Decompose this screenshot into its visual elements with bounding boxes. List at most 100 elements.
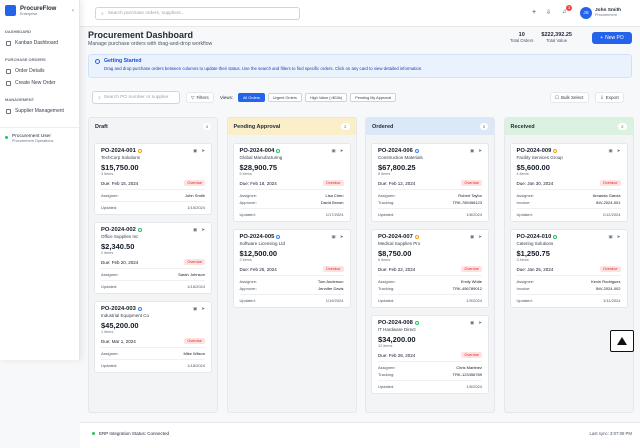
po-card[interactable]: PO-2024-001▣➤TechCorp Solutions$15,750.0… <box>94 143 212 215</box>
action-icon[interactable]: ➤ <box>478 148 482 154</box>
updated-label: Updated: <box>101 284 117 289</box>
export-button[interactable]: ⇩Export <box>595 92 624 103</box>
notification-badge: 3 <box>566 5 572 11</box>
detail-value: Kevin Rodriguez <box>591 279 620 284</box>
supplier: Construction Materials <box>378 155 482 160</box>
card-actions: ▣➤ <box>470 148 482 154</box>
column-title: Received <box>511 124 535 130</box>
brand-sub: Enterprise <box>20 12 56 16</box>
po-card[interactable]: PO-2024-002▣➤Office Supplies Inc$2,340.5… <box>94 222 212 294</box>
views: All OrdersUrgent OrdersHigh Value (>$10k… <box>238 93 396 102</box>
po-card[interactable]: PO-2024-005▣➤Software Licensing Ltd$12,5… <box>233 229 351 308</box>
view-chip[interactable]: All Orders <box>238 93 265 102</box>
floating-badge[interactable] <box>610 330 634 352</box>
global-search[interactable]: ⌕Search purchase orders, suppliers... <box>95 7 300 20</box>
action-icon[interactable]: ➤ <box>340 148 344 154</box>
action-icon[interactable]: ➤ <box>201 148 205 154</box>
po-card[interactable]: PO-2024-007▣➤Medical Supplies Pro$8,750.… <box>371 229 489 308</box>
updated-label: Updated: <box>517 212 533 217</box>
item-count: 3 items <box>101 172 205 176</box>
due-date: Due: Jan 30, 2024 <box>517 181 554 186</box>
po-card[interactable]: PO-2024-010▣➤Catering Solutions$1,250.75… <box>510 229 628 308</box>
due-row: Due: Jan 30, 2024Overdue <box>517 180 621 186</box>
action-icon[interactable]: ➤ <box>201 306 205 312</box>
nav-item[interactable]: Supplier Management <box>0 105 79 117</box>
nav-label: Kanban Dashboard <box>15 40 58 46</box>
nav-item[interactable]: Kanban Dashboard <box>0 37 79 49</box>
action-icon[interactable]: ➤ <box>201 227 205 233</box>
avatar[interactable]: JS <box>580 7 592 19</box>
action-icon[interactable]: ➤ <box>478 320 482 326</box>
nav-item[interactable]: Order Details <box>0 65 79 77</box>
nav-label: Order Details <box>15 68 44 74</box>
po-card[interactable]: PO-2024-004▣➤Global Manufacturing$28,900… <box>233 143 351 222</box>
brand-name: ProcureFlow <box>20 6 56 12</box>
supplier: Software Licensing Ltd <box>240 241 344 246</box>
detail-value: INV-2024-001 <box>596 200 621 205</box>
action-icon[interactable]: ▣ <box>470 320 474 326</box>
action-icon[interactable]: ▣ <box>193 148 197 154</box>
card-header: PO-2024-002▣➤ <box>101 227 205 233</box>
detail-label: Tracking: <box>378 200 394 205</box>
divider <box>378 208 482 209</box>
nav-item[interactable]: Create New Order <box>0 77 79 89</box>
detail-value: TRK-123456789 <box>453 372 482 377</box>
view-chip[interactable]: High Value (>$10k) <box>305 93 347 102</box>
download-icon[interactable]: ⇩ <box>546 9 551 16</box>
new-po-button[interactable]: +New PO <box>592 32 632 44</box>
action-icon[interactable]: ➤ <box>617 148 621 154</box>
divider <box>240 294 344 295</box>
item-count: 5 items <box>240 172 344 176</box>
po-search[interactable]: ⌕Search PO number or supplier <box>92 91 180 104</box>
action-icon[interactable]: ➤ <box>340 234 344 240</box>
action-icon[interactable]: ▣ <box>331 234 335 240</box>
detail-value: David Brown <box>321 200 344 205</box>
view-chip[interactable]: Pending My Approval <box>350 93 396 102</box>
po-card[interactable]: PO-2024-003▣➤Industrial Equipment Co$45,… <box>94 301 212 373</box>
action-icon[interactable]: ➤ <box>478 234 482 240</box>
filters-label: Filters <box>196 95 208 100</box>
topbar: ⌕Search purchase orders, suppliers... + … <box>80 0 640 27</box>
status-badge: Overdue <box>461 352 482 358</box>
po-card[interactable]: PO-2024-006▣➤Construction Materials$67,8… <box>371 143 489 222</box>
action-icon[interactable]: ▣ <box>193 306 197 312</box>
divider <box>101 347 205 348</box>
due-date: Due: Feb 22, 2024 <box>378 267 415 272</box>
po-card[interactable]: PO-2024-008▣➤IT Hardware Direct$34,200.0… <box>371 315 489 394</box>
due-row: Due: Feb 12, 2024Overdue <box>378 180 482 186</box>
priority-icon <box>415 321 419 325</box>
action-icon[interactable]: ▣ <box>608 148 612 154</box>
action-icon[interactable]: ▣ <box>193 227 197 233</box>
action-icon[interactable]: ➤ <box>617 234 621 240</box>
bulk-select-button[interactable]: ☐Bulk Select <box>550 92 589 103</box>
stat: $222,392.25Total Value <box>541 32 572 43</box>
po-id: PO-2024-009 <box>517 148 552 154</box>
action-icon[interactable]: ▣ <box>331 148 335 154</box>
card-header: PO-2024-007▣➤ <box>378 234 482 240</box>
add-icon[interactable]: + <box>532 9 536 16</box>
new-po-label: New PO <box>605 35 624 41</box>
action-icon[interactable]: ▣ <box>608 234 612 240</box>
view-chip[interactable]: Urgent Orders <box>268 93 302 102</box>
action-icon[interactable]: ▣ <box>470 148 474 154</box>
card-list: PO-2024-001▣➤TechCorp Solutions$15,750.0… <box>89 135 217 381</box>
due-row: Due: Feb 28, 2024 Overdue <box>378 352 482 358</box>
priority-icon <box>553 149 557 153</box>
filters-button[interactable]: ▽Filters <box>186 92 214 103</box>
detail-row: Assignee:John Smith <box>101 193 205 198</box>
detail-value: Jennifer Davis <box>318 286 343 291</box>
action-icon[interactable]: ▣ <box>470 234 474 240</box>
due-row: Due: Feb 15, 2024Overdue <box>101 180 205 186</box>
divider <box>378 189 482 190</box>
po-card[interactable]: PO-2024-009▣➤Facility Services Group$5,6… <box>510 143 628 222</box>
divider <box>101 280 205 281</box>
column-header: Pending Approval2 <box>228 118 356 135</box>
nav-label: Supplier Management <box>15 108 64 114</box>
topbar-user[interactable]: John SmithProcurement <box>595 8 621 17</box>
po-id: PO-2024-008 <box>378 320 413 326</box>
status-dot <box>92 432 95 435</box>
due-date: Due: Feb 28, 2024 <box>378 353 415 358</box>
last-sync: Last sync: 3:07:08 PM <box>589 431 632 436</box>
collapse[interactable]: ‹ <box>72 8 74 14</box>
